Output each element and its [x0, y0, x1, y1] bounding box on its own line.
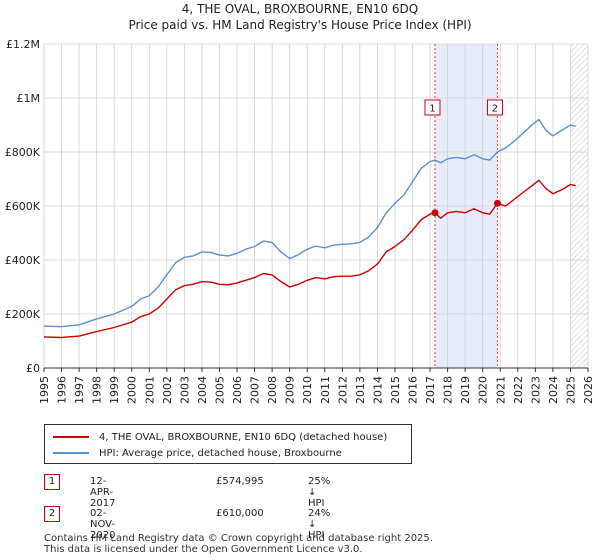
x-tick-label-2016: 2016 [407, 376, 420, 404]
x-tick-label-2010: 2010 [301, 376, 314, 404]
chart-subtitle: Price paid vs. HM Land Registry's House … [128, 18, 472, 32]
chart-title: 4, THE OVAL, BROXBOURNE, EN10 6DQ [181, 2, 419, 16]
sale-box-1 [424, 99, 441, 116]
x-tick-label-2004: 2004 [196, 376, 209, 404]
x-tick-label-2018: 2018 [442, 376, 455, 404]
legend-label-hpi: HPI: Average price, detached house, Brox… [99, 447, 342, 459]
y-tick-label: £800K [5, 146, 41, 159]
transaction-hpi-diff-1: 25% ↓ HPI [308, 476, 331, 509]
x-tick-label-2011: 2011 [319, 376, 332, 404]
x-tick-label-2000: 2000 [126, 376, 139, 404]
x-tick-label-2024: 2024 [547, 376, 560, 404]
y-tick-label: £1M [17, 92, 41, 105]
y-tick-label: £1.2M [6, 38, 40, 51]
y-tick-label: £600K [5, 200, 41, 213]
x-tick-label-2022: 2022 [512, 376, 525, 404]
sale-point-2 [493, 199, 501, 207]
x-tick-label-2026: 2026 [582, 376, 595, 404]
transaction-hpi-diff-2: 24% ↓ HPI [308, 508, 331, 541]
transaction-badge-2: 2 [44, 506, 60, 522]
x-tick-label-2017: 2017 [424, 376, 437, 404]
y-tick-label: £400K [5, 254, 41, 267]
transaction-date-1: 12-APR-2017 [90, 476, 116, 509]
sale-box-2 [486, 99, 503, 116]
y-tick-label: £200K [5, 308, 41, 321]
x-tick-label-2019: 2019 [459, 376, 472, 404]
legend-item-property: 4, THE OVAL, BROXBOURNE, EN10 6DQ (detac… [53, 430, 387, 444]
sale-box-label-2: 2 [492, 104, 498, 115]
x-tick-label-2014: 2014 [371, 376, 384, 404]
x-tick-label-2008: 2008 [266, 376, 279, 404]
x-tick-label-1995: 1995 [38, 376, 51, 404]
x-tick-label-2015: 2015 [389, 376, 402, 404]
x-tick-label-2001: 2001 [143, 376, 156, 404]
x-tick-label-2023: 2023 [529, 376, 542, 404]
sale-point-1 [431, 209, 439, 217]
x-tick-label-1998: 1998 [91, 376, 104, 404]
x-tick-label-2003: 2003 [178, 376, 191, 404]
x-tick-label-2009: 2009 [284, 376, 297, 404]
x-tick-label-1999: 1999 [108, 376, 121, 404]
y-tick-label: £0 [26, 362, 40, 375]
footer-licence: This data is licensed under the Open Gov… [44, 544, 363, 555]
series-line-hpi [43, 118, 576, 328]
x-tick-label-2005: 2005 [213, 376, 226, 404]
transaction-price-1: £574,995 [216, 476, 264, 487]
legend-swatch-property [53, 436, 89, 438]
x-tick-label-1997: 1997 [73, 376, 86, 404]
transaction-price-2: £610,000 [216, 508, 264, 519]
legend-swatch-hpi [53, 452, 89, 454]
sale-box-label-1: 1 [429, 104, 435, 115]
chart-legend: 4, THE OVAL, BROXBOURNE, EN10 6DQ (detac… [44, 424, 412, 464]
x-tick-label-2020: 2020 [477, 376, 490, 404]
legend-label-property: 4, THE OVAL, BROXBOURNE, EN10 6DQ (detac… [99, 431, 388, 443]
footer-copyright: Contains HM Land Registry data © Crown c… [44, 533, 433, 544]
x-tick-label-2002: 2002 [161, 376, 174, 404]
transaction-date-2: 02-NOV-2020 [90, 508, 116, 541]
x-tick-label-1996: 1996 [56, 376, 69, 404]
legend-item-hpi: HPI: Average price, detached house, Brox… [53, 446, 342, 460]
price-chart: 1 2 £0 £200K £400K £600K £800K £1M £1.2M 1995 1996… [5, 38, 595, 404]
x-tick-label-2012: 2012 [336, 376, 349, 404]
x-tick-label-2021: 2021 [494, 376, 507, 404]
x-tick-label-2006: 2006 [231, 376, 244, 404]
x-tick-label-2013: 2013 [354, 376, 367, 404]
x-tick-label-2007: 2007 [249, 376, 262, 404]
x-tick-label-2025: 2025 [564, 376, 577, 404]
transaction-badge-1: 1 [44, 474, 60, 490]
